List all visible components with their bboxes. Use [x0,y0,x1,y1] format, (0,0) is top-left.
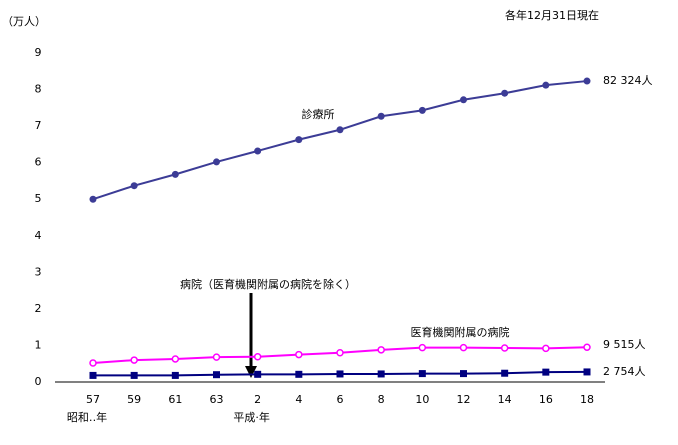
end-label: 82 324人 [603,74,653,87]
x-tick-label: 2 [254,393,261,406]
end-label: 2 754人 [603,365,646,378]
series-line [92,80,588,201]
marker [254,147,262,155]
marker [583,368,591,376]
series-name: 病院（医育機関附属の病院を除く） [180,277,356,291]
marker [130,182,138,190]
x-tick-label: 18 [580,393,594,406]
arrow-head [245,366,257,378]
marker [295,350,303,359]
x-tick-label: 12 [457,393,471,406]
y-tick-label: 3 [35,265,42,278]
x-tick-label: 59 [127,393,141,406]
x-tick-label: 14 [498,393,512,406]
marker [213,158,220,166]
x-tick-label: 10 [415,393,429,406]
y-tick-label: 5 [35,192,42,205]
x-tick-label: 6 [337,393,344,406]
y-tick-label: 1 [35,338,42,351]
y-tick-label: 6 [35,156,42,169]
marker [295,370,303,378]
marker [130,371,138,379]
y-tick-label: 0 [35,375,42,388]
marker [418,106,426,114]
marker [336,126,344,134]
era-label: 平成‧年 [233,410,270,424]
x-tick-label: 63 [210,393,224,406]
marker [377,346,385,354]
marker [583,343,591,351]
y-tick-label: 9 [35,46,42,59]
y-tick-label: 2 [35,302,42,315]
series-name: 診療所 [302,107,335,121]
marker [542,344,550,353]
x-tick-label: 61 [168,393,182,406]
end-label: 9 515人 [603,338,646,351]
marker [377,370,385,378]
chart-subtitle: 各年12月31日現在 [505,8,599,22]
marker [459,343,468,352]
marker [377,112,385,120]
y-axis-label: （万人） [2,15,46,28]
marker [213,371,220,379]
marker [130,356,138,364]
x-tick-label: 57 [86,393,100,406]
marker [89,359,97,367]
y-tick-label: 4 [35,229,42,242]
marker [583,77,591,85]
marker [501,89,509,97]
x-tick-label: 16 [539,393,553,406]
marker [254,370,262,378]
marker [171,371,179,379]
marker [418,343,427,352]
marker [542,81,550,89]
marker [89,371,97,379]
marker [253,353,262,361]
marker [171,170,179,178]
marker [336,349,344,357]
marker [89,195,97,203]
x-tick-label: 4 [295,393,302,406]
marker [460,370,467,378]
marker [501,369,509,377]
marker [500,344,509,352]
marker [171,355,180,363]
marker [418,370,426,378]
x-tick-label: 8 [378,393,385,406]
era-label: 昭和‥年 [67,410,107,424]
marker [460,96,467,104]
marker [542,368,550,376]
series-name: 医育機関附属の病院 [411,325,510,339]
marker [336,370,344,378]
y-tick-label: 7 [35,119,42,132]
y-tick-label: 8 [35,83,42,96]
marker [295,136,303,144]
marker [212,353,221,361]
